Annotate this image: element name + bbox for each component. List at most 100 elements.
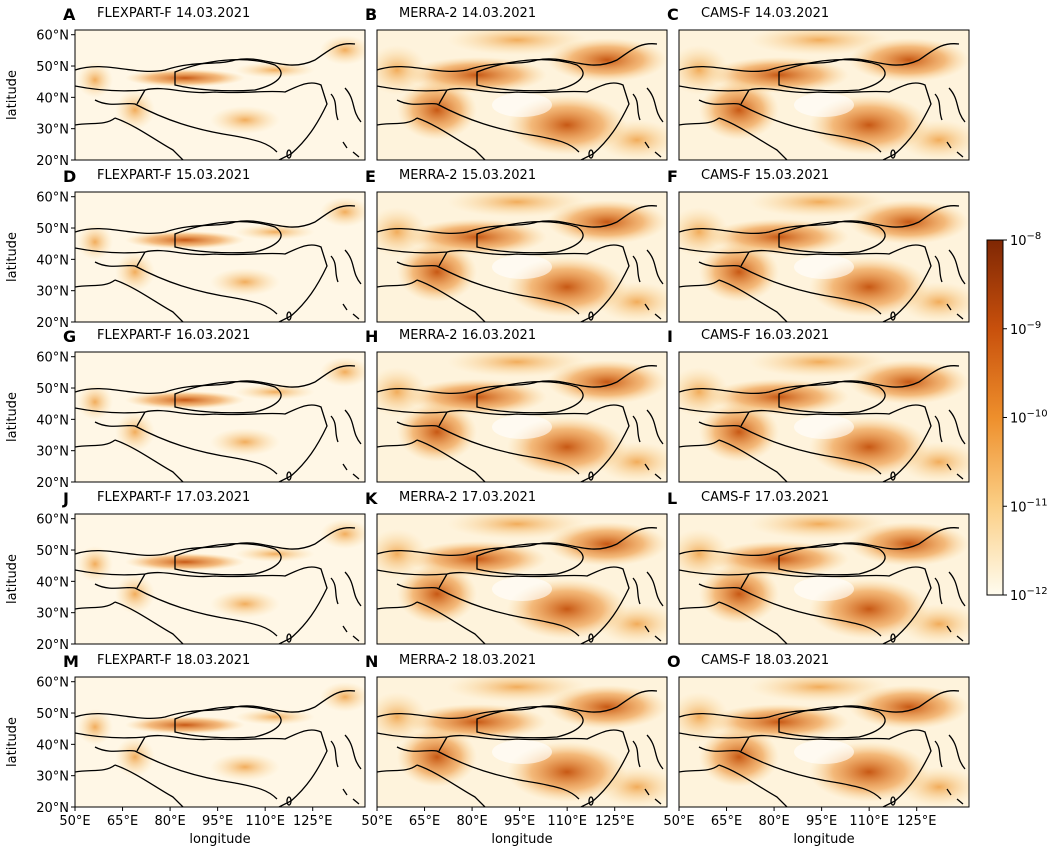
panel-title: CAMS-F 16.03.2021 — [701, 328, 829, 343]
y-axis-label: latitude — [5, 717, 20, 767]
panel-title: FLEXPART-F 17.03.2021 — [97, 490, 250, 505]
tick-exponent: −9 — [1027, 320, 1042, 331]
map-panel — [75, 514, 365, 644]
tick-base: 10 — [1010, 323, 1027, 338]
map-panel — [679, 514, 969, 644]
y-axis-label: latitude — [5, 232, 20, 282]
panel-letter: B — [365, 5, 377, 24]
panel-title: FLEXPART-F 14.03.2021 — [97, 6, 250, 21]
tick-exponent: −10 — [1027, 409, 1048, 420]
lon-tick-label: 110°E — [245, 814, 285, 829]
map-panel — [75, 30, 365, 160]
panel-letter: H — [365, 327, 378, 346]
map-panel — [75, 192, 365, 322]
lat-tick-label: 20°N — [36, 476, 69, 491]
panel-letter: N — [365, 652, 378, 671]
panel-frame — [376, 676, 668, 808]
y-axis-label: latitude — [5, 554, 20, 604]
tick-base: 10 — [1010, 234, 1027, 249]
lon-tick-label: 50°E — [361, 814, 392, 829]
lon-tick-label: 110°E — [547, 814, 587, 829]
lat-tick-label: 50°N — [36, 222, 69, 237]
lat-tick-label: 60°N — [36, 191, 69, 206]
panel-title: CAMS-F 18.03.2021 — [701, 653, 829, 668]
panel-frame — [376, 351, 668, 483]
lon-tick-label: 50°E — [663, 814, 694, 829]
lat-tick-label: 20°N — [36, 154, 69, 169]
x-axis-label: longitude — [189, 832, 250, 847]
lat-tick-label: 30°N — [36, 123, 69, 138]
panel-letter: E — [365, 167, 376, 186]
colorbar-tick-label: 10−11 — [1010, 497, 1048, 515]
map-panel — [377, 192, 667, 322]
map-panel — [377, 677, 667, 807]
panel-title: CAMS-F 17.03.2021 — [701, 490, 829, 505]
panel-letter: J — [62, 489, 69, 508]
colorbar-tick-label: 10−12 — [1010, 586, 1048, 604]
concentration-field — [75, 677, 365, 807]
panel-letter: F — [667, 167, 678, 186]
concentration-field — [75, 30, 365, 160]
panel-title: MERRA-2 16.03.2021 — [399, 328, 536, 343]
x-axis-label: longitude — [793, 832, 854, 847]
panel-frame — [678, 513, 970, 645]
panel-letter: C — [667, 5, 679, 24]
lon-tick-label: 125°E — [595, 814, 635, 829]
lat-tick-label: 20°N — [36, 316, 69, 331]
lon-tick-label: 95°E — [504, 814, 535, 829]
lat-tick-label: 40°N — [36, 91, 69, 106]
map-panel — [377, 352, 667, 482]
panel-letter: O — [667, 652, 681, 671]
panel-frame — [74, 29, 366, 161]
lon-tick-label: 65°E — [711, 814, 742, 829]
panel-frame — [74, 676, 366, 808]
panel-frame — [74, 191, 366, 323]
lat-tick-label: 50°N — [36, 382, 69, 397]
tick-base: 10 — [1010, 412, 1027, 427]
panel-frame — [376, 513, 668, 645]
tick-exponent: −8 — [1027, 231, 1042, 242]
lat-tick-label: 60°N — [36, 513, 69, 528]
lat-tick-label: 30°N — [36, 607, 69, 622]
tick-base: 10 — [1010, 589, 1027, 604]
panel-letter: K — [365, 489, 378, 508]
panel-frame — [678, 191, 970, 323]
lon-tick-label: 125°E — [293, 814, 333, 829]
panel-title: MERRA-2 18.03.2021 — [399, 653, 536, 668]
lat-tick-label: 40°N — [36, 253, 69, 268]
panel-frame — [74, 513, 366, 645]
map-panel — [377, 514, 667, 644]
colorbar-tick-label: 10−10 — [1010, 409, 1048, 427]
tick-exponent: −12 — [1027, 586, 1048, 597]
concentration-field — [75, 352, 365, 482]
panel-frame — [678, 351, 970, 483]
lon-tick-label: 65°E — [409, 814, 440, 829]
lat-tick-label: 30°N — [36, 770, 69, 785]
panel-letter: G — [63, 327, 76, 346]
panel-letter: I — [667, 327, 673, 346]
lat-tick-label: 50°N — [36, 60, 69, 75]
lat-tick-label: 60°N — [36, 29, 69, 44]
lon-tick-label: 65°E — [107, 814, 138, 829]
x-axis-label: longitude — [491, 832, 552, 847]
map-panel — [679, 352, 969, 482]
lat-tick-label: 40°N — [36, 575, 69, 590]
lat-tick-label: 20°N — [36, 638, 69, 653]
lat-tick-label: 40°N — [36, 738, 69, 753]
panel-letter: A — [63, 5, 76, 24]
panel-frame — [678, 676, 970, 808]
lon-tick-label: 80°E — [758, 814, 789, 829]
lon-tick-label: 50°E — [59, 814, 90, 829]
concentration-field — [75, 514, 365, 644]
map-panel — [75, 352, 365, 482]
panel-title: MERRA-2 14.03.2021 — [399, 6, 536, 21]
lon-tick-label: 125°E — [897, 814, 937, 829]
panel-frame — [376, 29, 668, 161]
lon-tick-label: 80°E — [456, 814, 487, 829]
concentration-field — [75, 192, 365, 322]
panel-title: MERRA-2 17.03.2021 — [399, 490, 536, 505]
map-panel — [679, 30, 969, 160]
colorbar — [986, 239, 1004, 596]
panel-title: FLEXPART-F 16.03.2021 — [97, 328, 250, 343]
